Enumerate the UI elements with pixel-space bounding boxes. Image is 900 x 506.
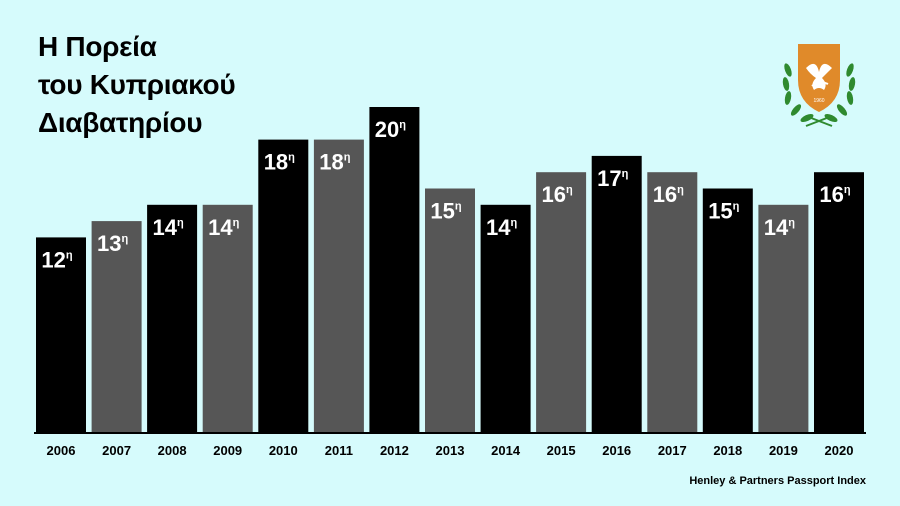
data-label-2017: 16η: [653, 182, 684, 207]
x-tick-2008: 2008: [158, 443, 187, 458]
chart-title-line-2: του Κυπριακού: [38, 69, 236, 100]
bar-2020: [814, 172, 864, 433]
data-label-2006: 12η: [41, 247, 72, 272]
chart-title-line-1: Η Πορεία: [38, 31, 157, 62]
emblem-year: 1960: [813, 98, 824, 104]
x-tick-2016: 2016: [602, 443, 631, 458]
data-label-2014: 14η: [486, 215, 517, 240]
data-label-2020: 16η: [819, 182, 850, 207]
data-label-2011: 18η: [319, 150, 350, 175]
bar-2011: [313, 139, 364, 433]
data-label-2009: 14η: [208, 215, 239, 240]
bar-2018: [702, 188, 753, 433]
bar-2019: [758, 204, 809, 433]
chart-title: Η Πορεία του Κυπριακού Διαβατηρίου: [38, 28, 236, 142]
source-note: Henley & Partners Passport Index: [689, 475, 866, 487]
x-tick-2015: 2015: [547, 443, 576, 458]
bar-2012: [369, 107, 420, 433]
bar-2014: [480, 204, 531, 433]
bar-2008: [147, 204, 198, 433]
chart-title-line-3: Διαβατηρίου: [38, 107, 203, 138]
bar-2016: [591, 155, 642, 433]
data-labels-group: 12η 13η 14η 14η 18η 18η 20η 15η 14η 16η 17η 16η 15η 1…: [41, 117, 850, 272]
x-tick-2011: 2011: [325, 443, 353, 458]
x-tick-2018: 2018: [713, 443, 742, 458]
bars-group: [36, 107, 864, 433]
cyprus-coat-of-arms-icon: 1960: [782, 44, 856, 127]
data-label-2018: 15η: [708, 199, 739, 224]
data-label-2013: 15η: [430, 199, 461, 224]
data-label-2015: 16η: [541, 182, 572, 207]
x-tick-2009: 2009: [213, 443, 242, 458]
x-tick-2012: 2012: [380, 443, 409, 458]
data-label-2007: 13η: [97, 231, 128, 256]
bar-2010: [258, 139, 309, 433]
x-tick-2006: 2006: [47, 443, 76, 458]
bar-2009: [202, 204, 253, 433]
x-tick-2014: 2014: [491, 443, 521, 458]
x-tick-2013: 2013: [436, 443, 465, 458]
data-label-2019: 14η: [764, 215, 795, 240]
bar-2013: [425, 188, 475, 433]
bar-2017: [647, 172, 698, 433]
bar-2007: [91, 221, 142, 433]
x-tick-labels-group: 2006 2007 2008 2009 2010 2011 2012 2013 2014 2015…: [47, 443, 854, 458]
data-label-2016: 17η: [597, 166, 628, 191]
x-tick-2017: 2017: [658, 443, 687, 458]
x-tick-2020: 2020: [825, 443, 854, 458]
x-tick-2007: 2007: [102, 443, 131, 458]
data-label-2008: 14η: [152, 215, 183, 240]
data-label-2010: 18η: [264, 150, 295, 175]
bar-2015: [536, 172, 587, 433]
x-tick-2019: 2019: [769, 443, 798, 458]
x-tick-2010: 2010: [269, 443, 298, 458]
data-label-2012: 20η: [375, 117, 406, 142]
bar-2006: [36, 237, 86, 433]
